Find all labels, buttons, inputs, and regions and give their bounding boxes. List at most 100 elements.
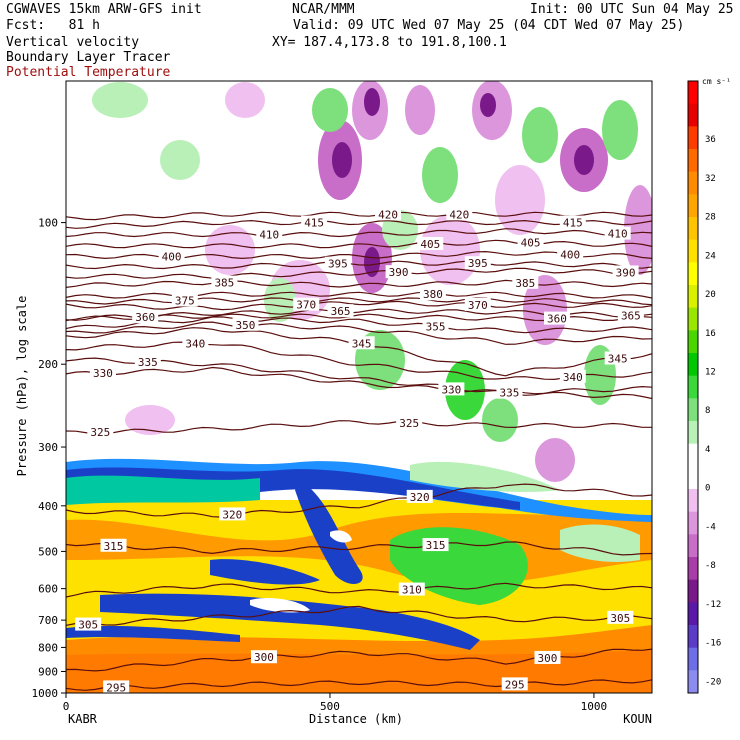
forecast-hour: Fcst: 81 h	[6, 18, 100, 33]
isentrope-310	[66, 582, 652, 598]
y-tick-label: 300	[38, 441, 58, 454]
y-tick-label: 200	[38, 358, 58, 371]
field-potential-temperature: Potential Temperature	[6, 65, 171, 80]
vertical-velocity-shading	[66, 81, 652, 693]
isentrope-label: 345	[608, 353, 628, 366]
isentrope-415	[66, 219, 652, 229]
isentrope-label-bg	[158, 249, 185, 263]
isentrope-label-bg	[182, 336, 209, 350]
colorbar-label: 20	[705, 290, 716, 300]
isentrope-label: 395	[468, 257, 488, 270]
isentrope-label-bg	[219, 507, 246, 521]
data-source: NCAR/MMM	[292, 2, 355, 17]
colorbar-swatch	[688, 557, 698, 581]
isentrope-label-bg	[604, 226, 631, 240]
isentrope-395	[66, 260, 652, 270]
isentrope-label-bg	[464, 256, 491, 270]
isentrope-label-bg	[559, 215, 586, 229]
isentrope-340	[66, 341, 652, 381]
isentrope-label: 390	[389, 266, 409, 279]
isentrope-label-bg	[89, 365, 116, 379]
isentrope-420	[66, 211, 652, 221]
isentrope-label: 315	[104, 540, 124, 553]
isentrope-label-bg	[422, 538, 449, 552]
colorbar-swatch	[688, 443, 698, 467]
isentrope-label-bg	[438, 382, 465, 396]
colorbar: 36 32 28 24 20 16 12 8 4 0 -4 -8 -12 -16 -20	[687, 80, 721, 694]
colorbar-label: 36	[705, 135, 716, 145]
isentrope-label: 380	[423, 288, 443, 301]
isentrope-label: 315	[426, 539, 446, 552]
cross-section-coordinates: XY= 187.4,173.8 to 191.8,100.1	[272, 35, 507, 50]
isentrope-label-bg	[293, 297, 320, 311]
isentrope-label: 300	[538, 652, 558, 665]
isentrope-label-bg	[375, 207, 402, 221]
colorbar-label: 0	[705, 484, 710, 494]
valid-time: Valid: 09 UTC Wed 07 May 25 (04 CDT Wed …	[293, 18, 685, 33]
isentrope-label-bg	[232, 317, 259, 331]
colorbar-swatch	[688, 647, 698, 671]
colorbar-swatch	[688, 375, 698, 399]
x-tick-label: 1000	[581, 700, 608, 713]
isentrope-label-bg	[501, 677, 528, 691]
colorbar-swatch	[688, 194, 698, 218]
isentrope-335	[66, 357, 652, 395]
colorbar-label: 24	[705, 251, 716, 261]
colorbar-swatch	[688, 330, 698, 354]
isentrope-label-bg	[87, 425, 114, 439]
isentrope-label: 360	[135, 311, 155, 324]
isentrope-label-bg	[132, 310, 159, 324]
isentrope-325	[66, 420, 652, 435]
isentrope-label: 345	[352, 337, 372, 350]
x-tick-label: 0	[63, 700, 70, 713]
left-endpoint-station: KABR	[68, 712, 98, 726]
isentrope-label: 415	[563, 217, 583, 230]
isentrope-label-bg	[446, 207, 473, 221]
y-tick-label: 500	[38, 545, 58, 558]
isentrope-label: 310	[402, 584, 422, 597]
isentrope-label: 335	[138, 356, 158, 369]
isentrope-label: 335	[500, 387, 520, 400]
isentrope-label-bg	[327, 304, 354, 318]
isentrope-label-bg	[422, 319, 449, 333]
isentrope-label: 385	[214, 277, 234, 290]
isentrope-label-bg	[607, 610, 634, 624]
colorbar-swatch	[688, 126, 698, 150]
colorbar-unit: cm s⁻¹	[702, 77, 731, 86]
isentrope-410	[66, 228, 652, 238]
isentrope-label-bg	[134, 354, 161, 368]
colorbar-label: 16	[705, 329, 716, 339]
colorbar-swatch	[688, 670, 698, 694]
model-title: CGWAVES 15km ARW-GFS init	[6, 2, 202, 17]
colorbar-swatch	[688, 285, 698, 309]
colorbar-swatch	[688, 103, 698, 127]
isentrope-label-bg	[250, 650, 277, 664]
isentrope-label-bg	[398, 582, 425, 596]
isentrope-label: 370	[296, 299, 316, 312]
isentrope-label: 395	[328, 258, 348, 271]
isentrope-label-bg	[543, 311, 570, 325]
y-tick-label: 400	[38, 500, 58, 513]
isentrope-label-bg	[496, 385, 523, 399]
isentrope-label: 320	[222, 508, 242, 521]
isentrope-label: 405	[521, 237, 541, 250]
colorbar-frame	[687, 80, 699, 694]
isentrope-label-bg	[301, 215, 328, 229]
isentrope-305	[66, 605, 652, 626]
colorbar-label: 8	[705, 406, 710, 416]
isentrope-label: 400	[560, 248, 580, 261]
colorbar-swatch	[688, 602, 698, 626]
field-vertical-velocity: Vertical velocity	[6, 35, 140, 50]
isentrope-label-bg	[617, 308, 644, 322]
colorbar-swatch	[688, 579, 698, 603]
colorbar-swatch	[688, 81, 698, 105]
colorbar-label: 32	[705, 174, 716, 184]
init-time: Init: 00 UTC Sun 04 May 25	[530, 2, 734, 17]
isentrope-320	[66, 483, 652, 518]
isentrope-label-bg	[557, 247, 584, 261]
colorbar-swatch	[688, 353, 698, 377]
isentrope-label: 400	[162, 250, 182, 263]
isentrope-label-bg	[604, 351, 631, 365]
colorbar-swatch	[688, 307, 698, 331]
